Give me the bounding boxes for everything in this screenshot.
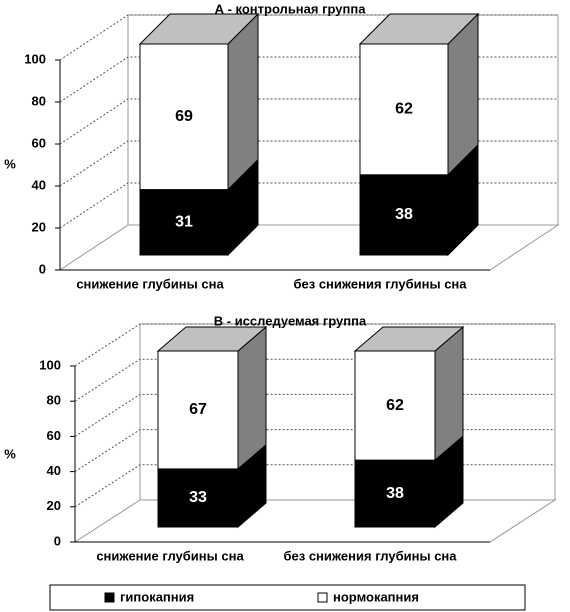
y-tick-label: 0 bbox=[54, 533, 61, 548]
y-tick-label: 60 bbox=[47, 428, 61, 443]
value-label: 38 bbox=[395, 206, 413, 223]
bar-top bbox=[156, 326, 268, 352]
value-label: 62 bbox=[395, 101, 413, 118]
bar-side bbox=[237, 325, 267, 471]
x-tick-label: снижение глубины сна bbox=[76, 276, 224, 291]
y-tick-label: 60 bbox=[32, 135, 46, 150]
value-label: 31 bbox=[175, 214, 193, 231]
bar-top bbox=[358, 13, 480, 45]
value-label: 38 bbox=[386, 485, 404, 502]
bar bbox=[139, 189, 229, 256]
bar-side bbox=[227, 12, 259, 191]
grid-line bbox=[74, 464, 555, 508]
legend-swatch bbox=[317, 592, 328, 603]
bar bbox=[139, 43, 229, 191]
grid-line bbox=[59, 14, 558, 61]
y-tick-label: 0 bbox=[39, 261, 46, 276]
value-label: 67 bbox=[189, 401, 207, 418]
x-tick-label: снижение глубины сна bbox=[96, 548, 244, 563]
grid-line bbox=[59, 98, 558, 145]
legend-label: гипокапния bbox=[120, 589, 194, 604]
y-tick-label: 100 bbox=[24, 51, 46, 66]
y-tick-label: 40 bbox=[47, 463, 61, 478]
bar-top bbox=[138, 13, 260, 45]
bar bbox=[359, 43, 449, 176]
grid-line bbox=[74, 429, 555, 473]
value-label: 69 bbox=[175, 108, 193, 125]
y-tick-label: 40 bbox=[32, 177, 46, 192]
grid-line bbox=[59, 56, 558, 103]
floor bbox=[73, 499, 557, 543]
bar bbox=[359, 174, 449, 256]
grid-line bbox=[74, 393, 555, 437]
y-tick-label: 100 bbox=[39, 357, 61, 372]
x-tick-label: без снижения глубины сна bbox=[293, 276, 467, 291]
y-axis-label: % bbox=[4, 446, 16, 461]
legend-label: нормокапния bbox=[333, 589, 419, 604]
legend-box bbox=[49, 584, 526, 611]
bar-top bbox=[353, 326, 465, 352]
value-label: 33 bbox=[189, 489, 207, 506]
chart-title: А - контрольная группа bbox=[215, 1, 367, 16]
legend-swatch bbox=[104, 592, 115, 603]
grid-line bbox=[59, 140, 558, 187]
floor bbox=[58, 224, 560, 271]
grid-line bbox=[59, 182, 558, 229]
y-axis-label: % bbox=[4, 156, 16, 171]
bar bbox=[157, 350, 239, 470]
x-tick-label: без снижения глубины сна bbox=[283, 548, 457, 563]
y-tick-label: 80 bbox=[32, 93, 46, 108]
bar bbox=[157, 468, 239, 528]
bar bbox=[354, 350, 436, 461]
y-tick-label: 20 bbox=[32, 219, 46, 234]
bar bbox=[354, 459, 436, 528]
y-tick-label: 80 bbox=[47, 393, 61, 408]
chart-title: В - исследуемая группа bbox=[214, 313, 367, 328]
grid-line bbox=[74, 323, 555, 367]
y-tick-label: 20 bbox=[47, 498, 61, 513]
grid-line bbox=[74, 358, 555, 402]
value-label: 62 bbox=[386, 397, 404, 414]
